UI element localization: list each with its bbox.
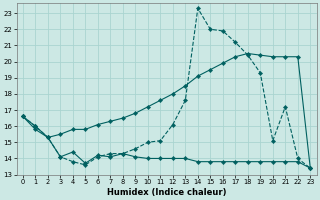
X-axis label: Humidex (Indice chaleur): Humidex (Indice chaleur) xyxy=(107,188,226,197)
